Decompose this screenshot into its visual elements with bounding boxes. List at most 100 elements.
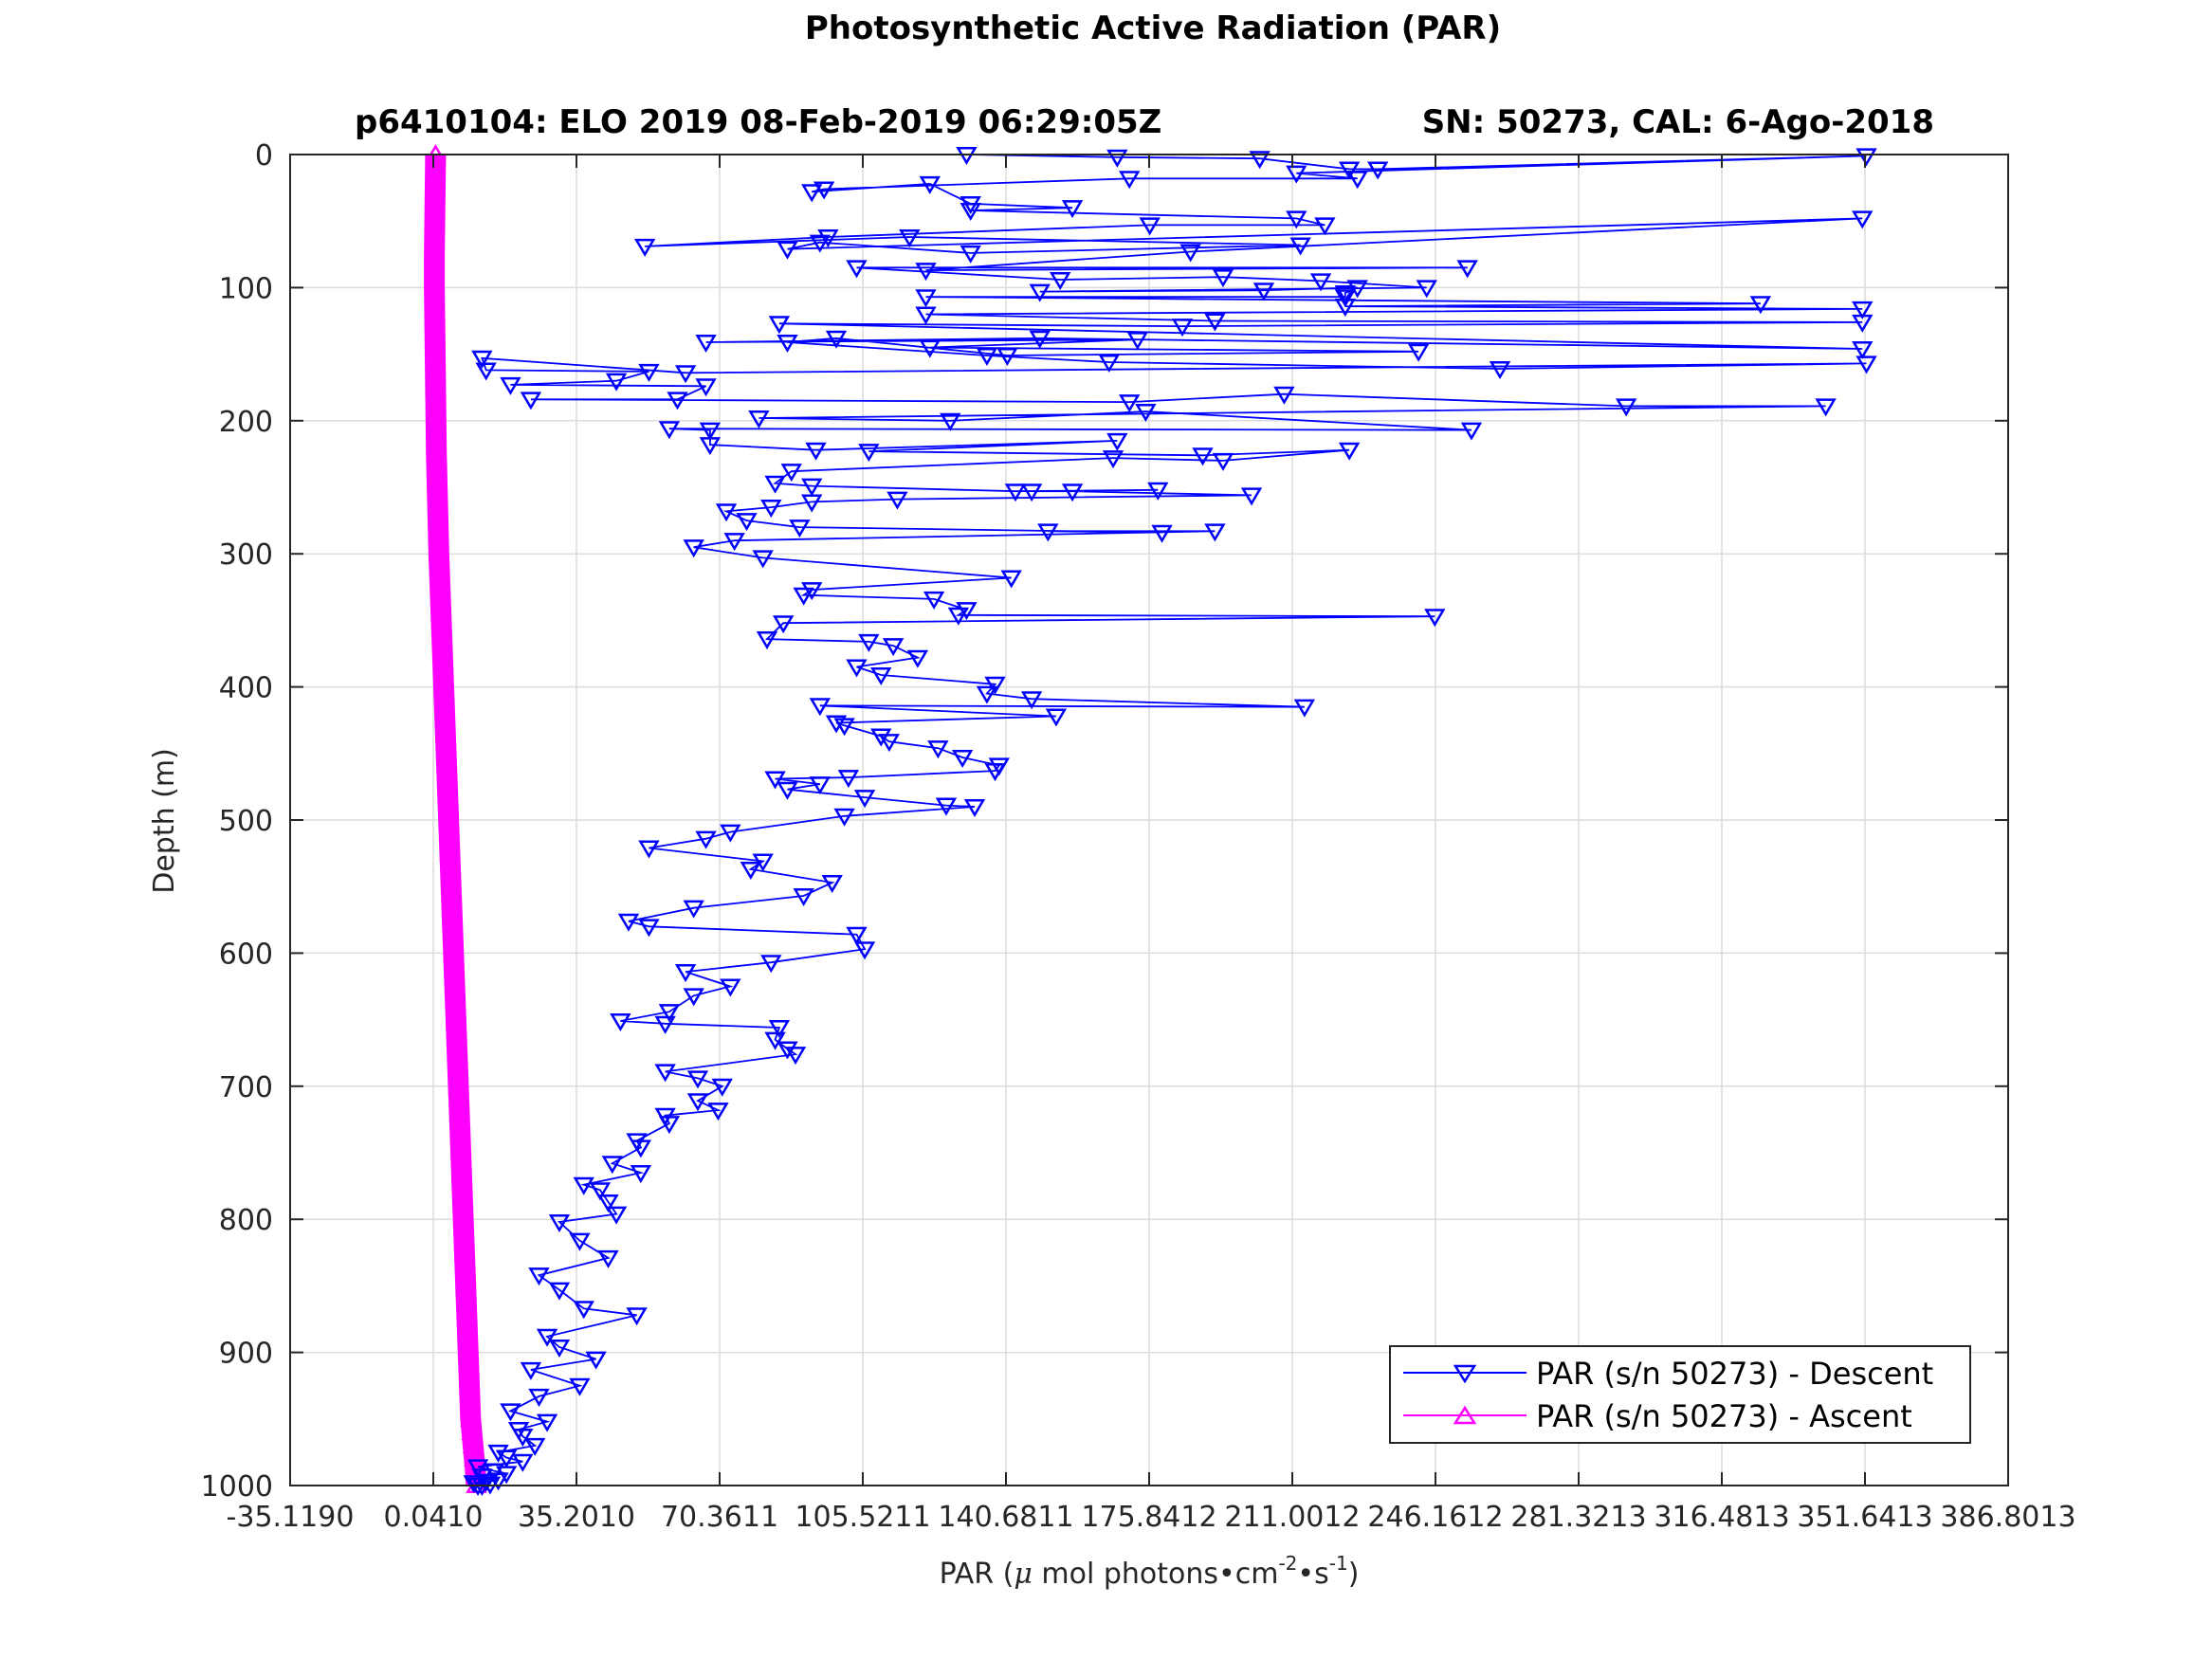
ascent-point bbox=[441, 909, 464, 928]
descent-point bbox=[1346, 171, 1368, 190]
descent-point bbox=[801, 494, 823, 513]
ascent-point bbox=[426, 443, 448, 462]
descent-point bbox=[1106, 149, 1128, 168]
y-tick-label: 700 bbox=[219, 1071, 273, 1104]
descent-line bbox=[473, 154, 1867, 1486]
ascent-point bbox=[448, 1075, 469, 1094]
y-tick-label: 600 bbox=[219, 938, 273, 971]
descent-point bbox=[1460, 422, 1483, 441]
descent-point bbox=[471, 350, 493, 369]
descent-point bbox=[723, 533, 745, 552]
descent-point bbox=[764, 1031, 786, 1050]
legend-ascent-label: PAR (s/n 50273) - Ascent bbox=[1536, 1398, 1912, 1434]
descent-point bbox=[1273, 386, 1295, 405]
descent-point bbox=[463, 1475, 484, 1494]
descent-point bbox=[1489, 361, 1511, 380]
descent-point bbox=[956, 602, 978, 621]
descent-point bbox=[658, 1004, 681, 1023]
ascent-point bbox=[454, 1275, 477, 1294]
descent-point bbox=[906, 649, 929, 668]
descent-point bbox=[760, 500, 782, 519]
descent-point bbox=[520, 1361, 542, 1380]
descent-point bbox=[923, 591, 945, 610]
descent-point bbox=[801, 478, 823, 497]
descent-point bbox=[630, 1139, 652, 1158]
descent-point bbox=[1098, 355, 1120, 374]
ascent-point bbox=[453, 1242, 476, 1261]
descent-point bbox=[686, 1070, 709, 1089]
descent-point bbox=[805, 442, 827, 461]
descent-point bbox=[597, 1194, 619, 1212]
y-tick-label: 800 bbox=[219, 1204, 273, 1237]
descent-point bbox=[487, 1472, 509, 1491]
descent-point bbox=[1334, 289, 1357, 308]
descent-point bbox=[1061, 483, 1084, 502]
x-tick-label: 316.4813 bbox=[1654, 1501, 1789, 1534]
x-axis-label: PAR (μ mol photons•cm-2•s-1) bbox=[940, 1552, 1360, 1591]
descent-point bbox=[846, 659, 868, 678]
descent-point bbox=[720, 978, 741, 997]
descent-point bbox=[573, 1176, 594, 1195]
ascent-point bbox=[437, 809, 460, 828]
y-axis-tick-labels: 0 100 200 300 400 500 600 700 800 900 1000 bbox=[201, 139, 273, 1504]
ascent-point bbox=[435, 742, 457, 761]
descent-point bbox=[1856, 148, 1877, 167]
descent-point bbox=[500, 1403, 521, 1422]
descent-point bbox=[1126, 332, 1148, 351]
ascent-point bbox=[457, 1341, 479, 1360]
descent-point bbox=[1119, 394, 1141, 413]
ascent-band bbox=[424, 155, 487, 1486]
descent-point bbox=[633, 238, 656, 257]
ascent-point bbox=[426, 476, 448, 495]
legend-descent-label: PAR (s/n 50273) - Descent bbox=[1536, 1356, 1933, 1392]
descent-point bbox=[817, 229, 839, 248]
descent-point bbox=[699, 422, 722, 441]
descent-point bbox=[1212, 269, 1234, 288]
descent-point bbox=[736, 513, 758, 532]
descent-point bbox=[695, 378, 717, 397]
ascent-point bbox=[444, 975, 466, 994]
descent-point bbox=[475, 1473, 497, 1492]
descent-point bbox=[801, 184, 823, 203]
descent-point bbox=[1135, 403, 1157, 422]
descent-point bbox=[1252, 283, 1275, 301]
x-tick-label: 211.0012 bbox=[1224, 1501, 1360, 1534]
ascent-point bbox=[448, 1108, 470, 1127]
y-tick-label: 500 bbox=[219, 805, 273, 838]
descent-point bbox=[1309, 273, 1332, 292]
descent-point bbox=[1815, 398, 1837, 417]
descent-point bbox=[935, 797, 958, 816]
descent-point bbox=[605, 373, 628, 392]
descent-point bbox=[833, 808, 855, 827]
descent-point bbox=[1289, 237, 1311, 256]
descent-point bbox=[793, 888, 814, 907]
descent-point bbox=[1856, 356, 1877, 374]
descent-point bbox=[674, 964, 697, 983]
descent-point bbox=[825, 715, 848, 734]
descent-point bbox=[617, 913, 640, 932]
descent-point bbox=[878, 734, 901, 753]
y-tick-label: 400 bbox=[219, 672, 273, 705]
axes-frame bbox=[289, 154, 2009, 1486]
descent-point bbox=[1179, 244, 1201, 263]
descent-point bbox=[1020, 483, 1043, 502]
ascent-point bbox=[429, 576, 451, 595]
x-tick-label: 281.3213 bbox=[1510, 1501, 1646, 1534]
descent-point bbox=[801, 582, 823, 601]
descent-point bbox=[764, 475, 786, 494]
descent-point bbox=[1456, 260, 1478, 279]
descent-point bbox=[536, 1413, 558, 1432]
descent-point bbox=[667, 392, 688, 410]
x-tick-label: 246.1612 bbox=[1367, 1501, 1503, 1534]
descent-point bbox=[695, 830, 717, 849]
descent-point bbox=[1139, 217, 1161, 236]
descent-point bbox=[777, 1041, 798, 1060]
descent-point bbox=[601, 1156, 623, 1175]
descent-point bbox=[996, 348, 1018, 367]
descent-point bbox=[610, 1013, 631, 1032]
y-tick-label: 900 bbox=[219, 1338, 273, 1371]
descent-point bbox=[915, 289, 937, 308]
descent-point bbox=[707, 1103, 729, 1121]
descent-point bbox=[768, 316, 791, 335]
